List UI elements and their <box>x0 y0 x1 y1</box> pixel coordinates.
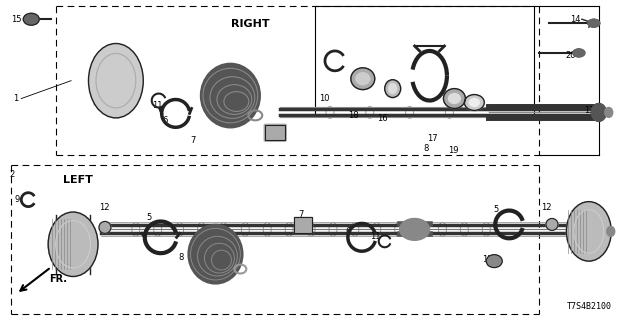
Text: 11: 11 <box>370 232 380 241</box>
Text: 2: 2 <box>10 170 15 180</box>
Ellipse shape <box>23 13 39 25</box>
Ellipse shape <box>566 202 611 261</box>
Text: 8: 8 <box>424 144 429 153</box>
Text: 18: 18 <box>348 111 358 120</box>
Ellipse shape <box>88 44 143 118</box>
Text: 9: 9 <box>14 195 20 204</box>
Bar <box>294 218 312 233</box>
Ellipse shape <box>48 212 98 276</box>
Text: RIGHT: RIGHT <box>231 19 269 29</box>
Text: T7S4B2100: T7S4B2100 <box>567 302 612 311</box>
Ellipse shape <box>591 103 606 121</box>
Text: 14: 14 <box>570 15 580 24</box>
Ellipse shape <box>351 68 375 90</box>
Ellipse shape <box>469 99 479 107</box>
Text: FR.: FR. <box>49 274 67 284</box>
Text: 8: 8 <box>179 253 184 262</box>
Text: 17: 17 <box>428 134 438 143</box>
Ellipse shape <box>99 221 111 233</box>
Text: 5: 5 <box>493 205 499 214</box>
Ellipse shape <box>200 63 260 128</box>
Text: 16: 16 <box>377 114 387 123</box>
Text: 20: 20 <box>565 52 575 60</box>
Text: 12: 12 <box>541 203 552 212</box>
FancyBboxPatch shape <box>264 124 286 141</box>
Text: 7: 7 <box>191 136 196 145</box>
Ellipse shape <box>588 19 600 27</box>
Text: 1: 1 <box>13 94 19 103</box>
Text: 6: 6 <box>163 116 168 125</box>
Ellipse shape <box>605 108 612 117</box>
Ellipse shape <box>465 95 484 110</box>
Ellipse shape <box>486 255 502 268</box>
Text: 3: 3 <box>588 210 593 219</box>
Text: LEFT: LEFT <box>63 175 93 185</box>
Ellipse shape <box>573 49 585 57</box>
Ellipse shape <box>188 224 243 284</box>
Text: 4: 4 <box>61 238 67 247</box>
Text: 5: 5 <box>147 213 152 222</box>
Ellipse shape <box>546 219 558 230</box>
Text: 19: 19 <box>449 146 459 155</box>
Ellipse shape <box>385 80 401 98</box>
Text: 13: 13 <box>584 106 595 115</box>
Text: 15: 15 <box>483 255 493 264</box>
Bar <box>265 125 285 140</box>
Ellipse shape <box>399 219 429 240</box>
Text: 6: 6 <box>345 227 350 236</box>
Ellipse shape <box>356 73 370 85</box>
Ellipse shape <box>607 227 614 236</box>
Text: 12: 12 <box>99 203 109 212</box>
Text: 11: 11 <box>152 101 162 110</box>
Text: 7: 7 <box>298 210 303 219</box>
Bar <box>294 218 312 233</box>
Ellipse shape <box>444 89 465 108</box>
Ellipse shape <box>388 84 397 93</box>
Text: 10: 10 <box>319 94 330 103</box>
Ellipse shape <box>449 93 460 103</box>
Text: 15: 15 <box>12 15 22 24</box>
